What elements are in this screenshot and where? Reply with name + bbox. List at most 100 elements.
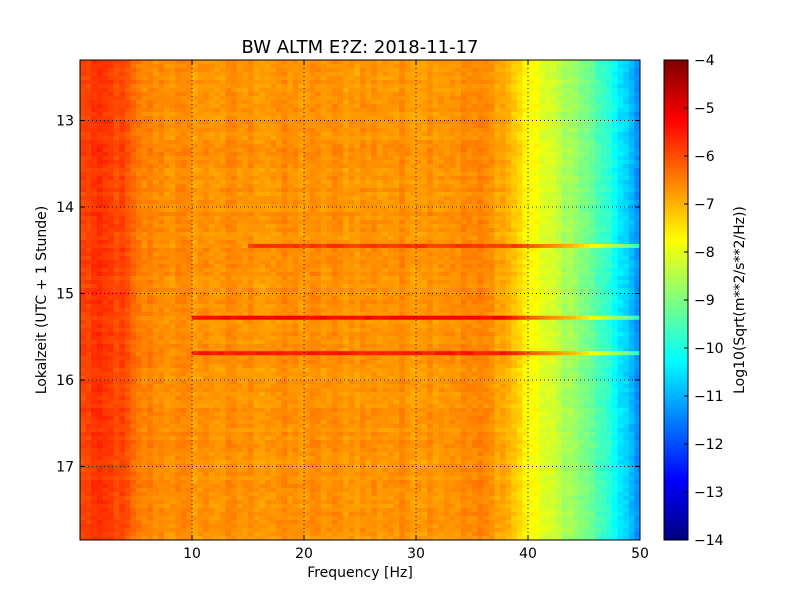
heatmap-cell	[477, 64, 484, 69]
heatmap-cell	[544, 176, 551, 181]
heatmap-cell	[264, 136, 271, 141]
heatmap-cell	[416, 176, 423, 181]
heatmap-cell	[427, 140, 434, 145]
heatmap-cell	[477, 188, 484, 193]
heatmap-cell	[175, 60, 182, 65]
heatmap-cell	[158, 60, 165, 65]
heatmap-cell	[483, 60, 490, 65]
heatmap-cell	[416, 172, 423, 177]
heatmap-cell	[371, 224, 378, 229]
heatmap-cell	[248, 152, 255, 157]
heatmap-cell	[119, 228, 126, 233]
heatmap-cell	[572, 128, 579, 133]
heatmap-cell	[466, 228, 473, 233]
heatmap-cell	[634, 140, 640, 145]
heatmap-cell	[494, 112, 501, 117]
heatmap-cell	[567, 208, 574, 213]
heatmap-cell	[354, 88, 361, 93]
heatmap-cell	[393, 64, 400, 69]
heatmap-cell	[337, 236, 344, 241]
heatmap-cell	[152, 84, 159, 89]
heatmap-cell	[477, 176, 484, 181]
heatmap-cell	[264, 124, 271, 129]
heatmap-cell	[158, 140, 165, 145]
heatmap-cell	[197, 212, 204, 217]
heatmap-cell	[270, 196, 277, 201]
heatmap-cell	[141, 220, 148, 225]
heatmap-cell	[91, 220, 98, 225]
heatmap-cell	[242, 212, 249, 217]
heatmap-cell	[248, 144, 255, 149]
heatmap-cell	[348, 140, 355, 145]
heatmap-cell	[516, 68, 523, 73]
heatmap-cell	[617, 252, 624, 257]
heatmap-cell	[147, 176, 154, 181]
heatmap-cell	[108, 168, 115, 173]
heatmap-cell	[388, 224, 395, 229]
heatmap-cell	[544, 240, 551, 245]
heatmap-cell	[242, 184, 249, 189]
heatmap-cell	[477, 160, 484, 165]
heatmap-cell	[561, 212, 568, 217]
heatmap-cell	[320, 200, 327, 205]
heatmap-cell	[276, 112, 283, 117]
heatmap-cell	[528, 216, 535, 221]
heatmap-cell	[231, 176, 238, 181]
heatmap-cell	[309, 164, 316, 169]
heatmap-cell	[214, 168, 221, 173]
heatmap-cell	[108, 120, 115, 125]
heatmap-cell	[595, 184, 602, 189]
heatmap-cell	[192, 220, 199, 225]
heatmap-cell	[533, 172, 540, 177]
heatmap-cell	[432, 104, 439, 109]
heatmap-cell	[141, 240, 148, 245]
heatmap-cell	[393, 60, 400, 65]
heatmap-cell	[320, 116, 327, 121]
heatmap-cell	[494, 108, 501, 113]
heatmap-cell	[231, 64, 238, 69]
heatmap-cell	[85, 224, 92, 229]
heatmap-cell	[108, 176, 115, 181]
heatmap-cell	[539, 88, 546, 93]
heatmap-cell	[175, 188, 182, 193]
heatmap-cell	[169, 128, 176, 133]
heatmap-cell	[158, 100, 165, 105]
heatmap-cell	[522, 248, 529, 253]
heatmap-cell	[108, 256, 115, 261]
heatmap-cell	[197, 176, 204, 181]
heatmap-cell	[242, 228, 249, 233]
heatmap-cell	[539, 168, 546, 173]
heatmap-cell	[544, 168, 551, 173]
heatmap-cell	[186, 120, 193, 125]
heatmap-cell	[488, 80, 495, 85]
heatmap-cell	[113, 244, 120, 249]
heatmap-cell	[516, 136, 523, 141]
heatmap-cell	[203, 172, 210, 177]
heatmap-cell	[102, 248, 109, 253]
heatmap-cell	[500, 104, 507, 109]
heatmap-cell	[186, 84, 193, 89]
heatmap-cell	[516, 112, 523, 117]
heatmap-cell	[248, 176, 255, 181]
heatmap-cell	[449, 84, 456, 89]
heatmap-cell	[511, 164, 518, 169]
heatmap-cell	[444, 136, 451, 141]
heatmap-cell	[612, 208, 619, 213]
heatmap-cell	[259, 152, 266, 157]
heatmap-cell	[225, 64, 232, 69]
heatmap-cell	[169, 80, 176, 85]
heatmap-cell	[158, 168, 165, 173]
heatmap-cell	[264, 100, 271, 105]
heatmap-cell	[634, 76, 640, 81]
heatmap-cell	[628, 208, 635, 213]
heatmap-cell	[584, 160, 591, 165]
heatmap-cell	[617, 60, 624, 65]
heatmap-cell	[96, 60, 103, 65]
heatmap-cell	[460, 216, 467, 221]
heatmap-cell	[186, 244, 193, 249]
heatmap-cell	[180, 180, 187, 185]
heatmap-cell	[91, 128, 98, 133]
heatmap-cell	[466, 212, 473, 217]
heatmap-cell	[444, 172, 451, 177]
heatmap-cell	[96, 120, 103, 125]
